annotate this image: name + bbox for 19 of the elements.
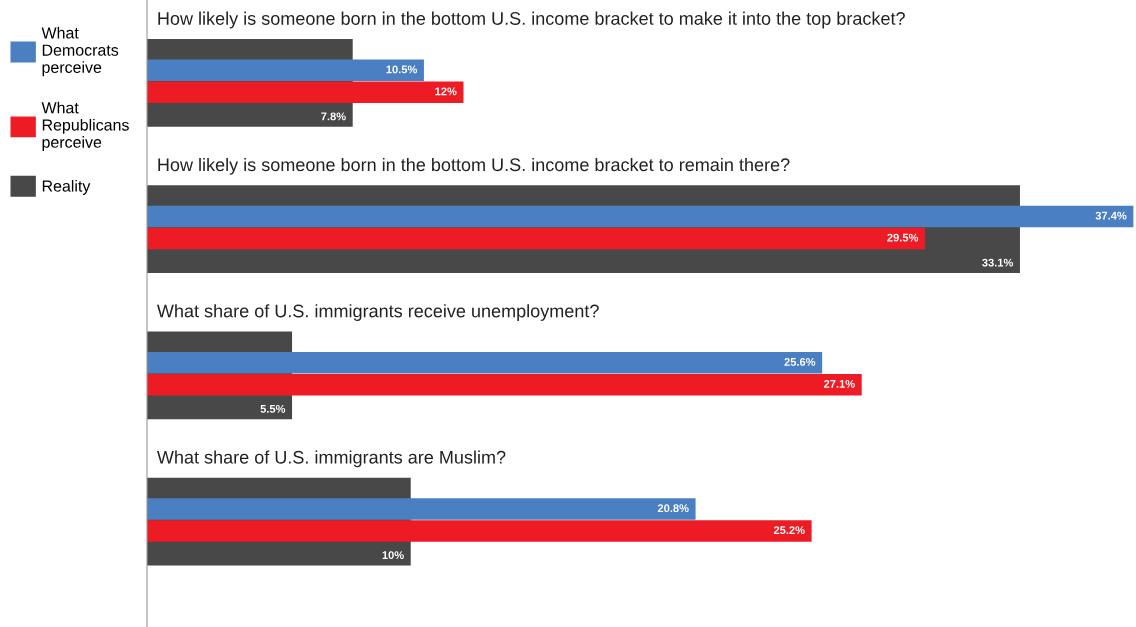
data-label: 10.5% [386, 65, 418, 74]
data-label: 37.4% [1095, 211, 1127, 220]
data-label: 25.6% [784, 357, 816, 366]
data-label: 25.2% [773, 526, 805, 535]
y-tick-label: How likely is someone born in the bottom U.S. income bracket to remain there? [158, 157, 790, 175]
data-label: 7.8% [321, 112, 346, 121]
data-label: 5.5% [260, 404, 286, 413]
data-label: 27.1% [824, 379, 855, 388]
legend-label: What Democrats perceive [41, 26, 119, 77]
data-label: 29.5% [887, 233, 919, 242]
data-label: 10% [382, 551, 404, 560]
data-label: 33.1% [982, 258, 1014, 267]
data-label: 20.8% [657, 504, 689, 513]
legend-label: What Republicans perceive [41, 101, 129, 152]
legend-label: Reality [42, 180, 91, 195]
y-tick-label: What share of U.S. immigrants are Muslim? [156, 450, 506, 468]
data-label: 12% [435, 87, 457, 96]
y-tick-label: How likely is someone born in the bottom U.S. income bracket to make it into the top bracket? [158, 11, 905, 29]
y-tick-label: What share of U.S. immigrants receive unemployment? [156, 304, 599, 321]
